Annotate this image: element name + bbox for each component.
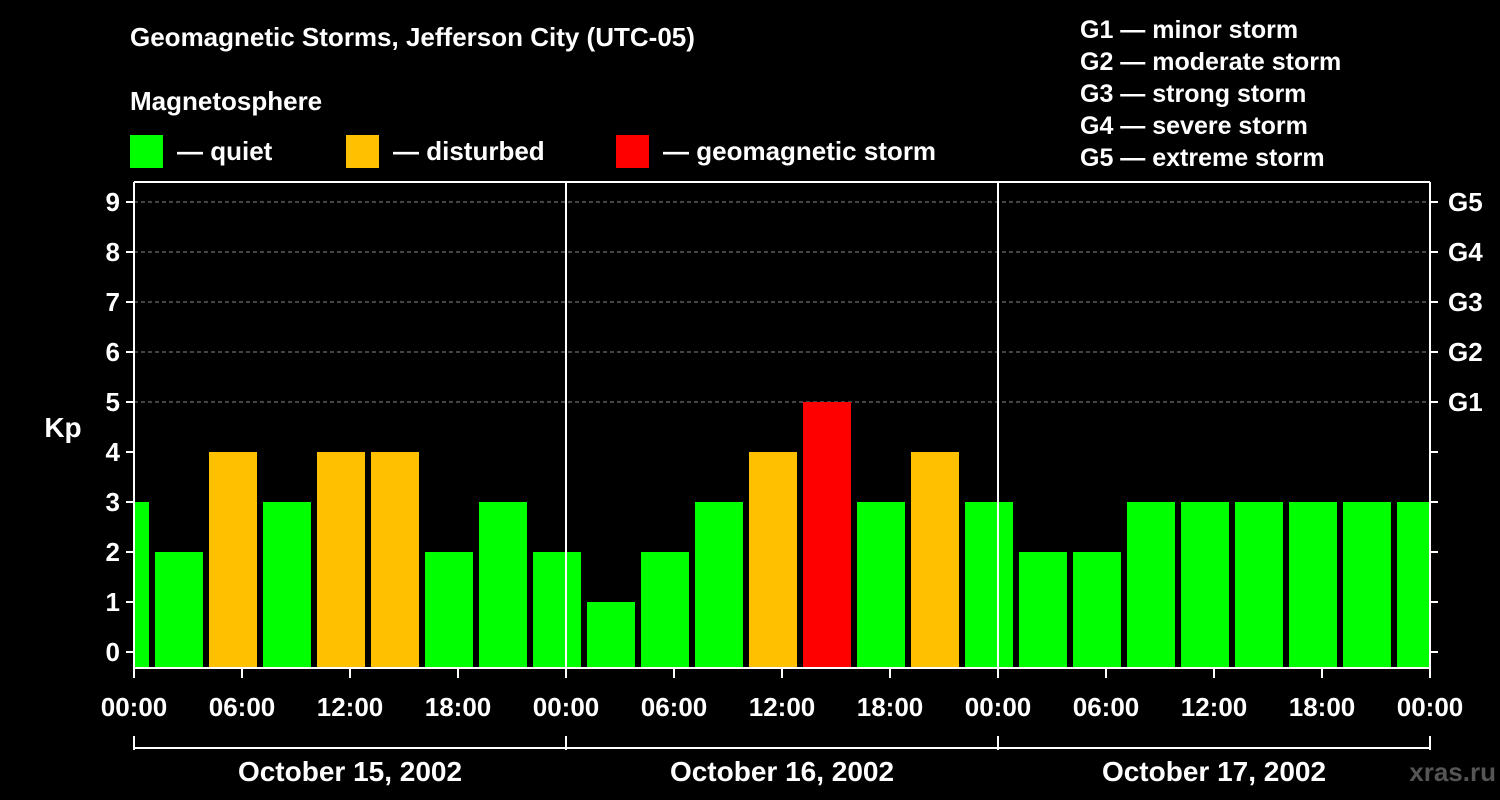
x-tick-label-9: 06:00 xyxy=(1073,692,1140,722)
kp-bar-22 xyxy=(1289,502,1337,668)
kp-bar-16 xyxy=(965,502,1013,668)
legend-swatch-disturbed xyxy=(346,134,379,168)
y-tick-label-0: 0 xyxy=(106,637,120,667)
g-level-label-g1: G1 xyxy=(1448,387,1483,417)
watermark: xras.ru xyxy=(1409,757,1496,787)
x-tick-label-11: 18:00 xyxy=(1289,692,1356,722)
x-tick-label-10: 12:00 xyxy=(1181,692,1248,722)
legend-quiet: — quiet xyxy=(130,134,272,168)
g-level-label-g3: G3 xyxy=(1448,287,1483,317)
kp-bar-15 xyxy=(911,452,959,668)
kp-bar-24 xyxy=(1397,502,1429,668)
day-label-2: October 17, 2002 xyxy=(1102,756,1326,787)
kp-bar-9 xyxy=(587,602,635,668)
y-tick-label-1: 1 xyxy=(106,587,120,617)
kp-bar-21 xyxy=(1235,502,1283,668)
kp-bar-20 xyxy=(1181,502,1229,668)
g-level-label-g5: G5 xyxy=(1448,187,1483,217)
y-axis-label: Kp xyxy=(44,412,81,443)
chart-title: Geomagnetic Storms, Jefferson City (UTC-… xyxy=(130,22,695,52)
magnetosphere-heading: Magnetosphere xyxy=(130,86,323,116)
x-tick-label-8: 00:00 xyxy=(965,692,1032,722)
legend-swatch-quiet xyxy=(130,134,163,168)
kp-bar-18 xyxy=(1073,552,1121,668)
kp-bar-0 xyxy=(135,502,149,668)
kp-bar-2 xyxy=(209,452,257,668)
storm-level-g2: G2 — moderate storm xyxy=(1080,48,1342,76)
kp-bar-7 xyxy=(479,502,527,668)
x-tick-label-5: 06:00 xyxy=(641,692,708,722)
legend-label-storm: — geomagnetic storm xyxy=(663,135,937,166)
x-tick-label-7: 18:00 xyxy=(857,692,924,722)
kp-bar-8 xyxy=(533,552,581,668)
storm-level-g4: G4 — severe storm xyxy=(1080,112,1308,140)
kp-bar-13 xyxy=(803,402,851,668)
x-tick-label-4: 00:00 xyxy=(533,692,600,722)
y-tick-label-9: 9 xyxy=(106,187,120,217)
y-tick-label-5: 5 xyxy=(106,387,120,417)
kp-bar-1 xyxy=(155,552,203,668)
kp-bar-12 xyxy=(749,452,797,668)
storm-level-g5: G5 — extreme storm xyxy=(1080,144,1325,172)
kp-bar-10 xyxy=(641,552,689,668)
x-tick-label-2: 12:00 xyxy=(317,692,384,722)
x-tick-label-6: 12:00 xyxy=(749,692,816,722)
y-tick-label-8: 8 xyxy=(106,237,120,267)
kp-bar-4 xyxy=(317,452,365,668)
day-label-1: October 16, 2002 xyxy=(670,756,894,787)
legend-swatch-storm xyxy=(616,134,649,168)
y-tick-label-6: 6 xyxy=(106,337,120,367)
x-tick-label-1: 06:00 xyxy=(209,692,276,722)
g-level-label-g4: G4 xyxy=(1448,237,1483,267)
kp-bar-3 xyxy=(263,502,311,668)
x-tick-label-0: 00:00 xyxy=(101,692,168,722)
storm-level-g3: G3 — strong storm xyxy=(1080,80,1307,108)
kp-bar-23 xyxy=(1343,502,1391,668)
x-tick-label-12: 00:00 xyxy=(1397,692,1464,722)
legend-label-quiet: — quiet xyxy=(177,135,273,166)
kp-bar-5 xyxy=(371,452,419,668)
x-tick-label-3: 18:00 xyxy=(425,692,492,722)
y-tick-label-2: 2 xyxy=(106,537,120,567)
kp-bar-11 xyxy=(695,502,743,668)
legend-storm: — geomagnetic storm xyxy=(616,134,936,168)
y-tick-label-3: 3 xyxy=(106,487,120,517)
storm-level-legend: G1 — minor storm G2 — moderate storm G3 … xyxy=(1080,14,1341,174)
kp-bar-19 xyxy=(1127,502,1175,668)
kp-bar-17 xyxy=(1019,552,1067,668)
y-tick-label-7: 7 xyxy=(106,287,120,317)
y-tick-label-4: 4 xyxy=(106,437,121,467)
kp-bar-14 xyxy=(857,502,905,668)
storm-level-g1: G1 — minor storm xyxy=(1080,16,1299,44)
legend-label-disturbed: — disturbed xyxy=(393,135,545,166)
kp-bar-6 xyxy=(425,552,473,668)
legend-disturbed: — disturbed xyxy=(346,134,545,168)
g-level-label-g2: G2 xyxy=(1448,337,1483,367)
day-label-0: October 15, 2002 xyxy=(238,756,462,787)
